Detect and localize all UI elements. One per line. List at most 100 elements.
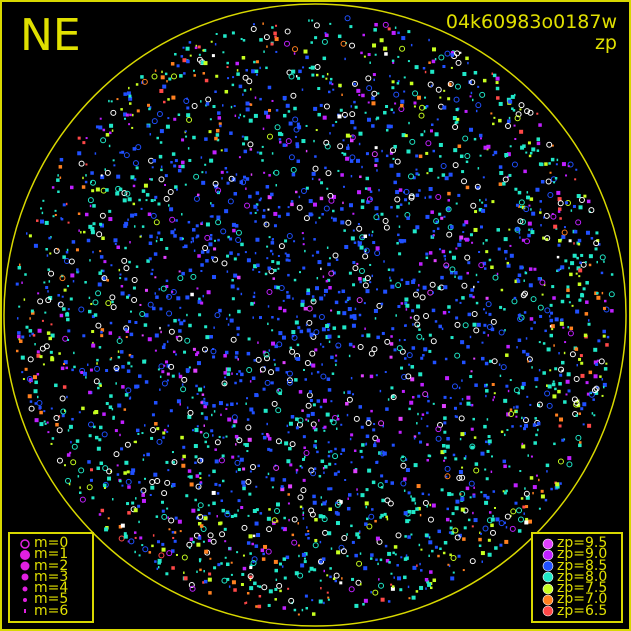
star-point [166,372,170,376]
star-point [357,243,362,247]
star-point [389,151,393,155]
star-point [425,256,429,260]
star-point [341,289,346,294]
star-point [243,149,248,154]
star-point [491,455,494,458]
star-point [485,389,489,393]
star-point [394,158,401,165]
star-point [142,546,149,553]
star-point [520,145,525,150]
star-point [96,446,101,451]
star-point [389,276,391,280]
star-point [245,601,248,604]
star-point [441,327,444,331]
star-point [509,145,512,148]
star-point [384,479,388,483]
star-point [517,338,522,343]
star-point [166,550,173,557]
star-point [515,111,522,118]
star-point [567,161,574,168]
star-point [532,423,537,427]
star-point [423,106,427,110]
star-point [312,202,317,207]
star-point [119,479,122,483]
star-point [396,564,399,567]
star-point [400,278,404,282]
star-point [546,402,553,409]
star-point [320,496,323,499]
star-point [410,377,415,382]
star-point [553,442,556,446]
star-point [479,91,486,98]
star-point [275,24,278,27]
star-point [474,462,479,466]
star-point [593,374,598,379]
star-point [257,604,262,609]
star-point [59,157,64,162]
star-point [389,163,394,168]
star-point [569,272,573,277]
star-point [405,280,410,285]
magnitude-legend-item: m=4 [16,581,86,595]
zp-legend-item: zp=7.0 [539,592,615,607]
star-point [99,212,106,219]
star-point [299,271,302,274]
star-point [227,417,232,422]
star-point [255,191,260,195]
star-point [34,343,36,346]
star-point [346,396,353,403]
star-point [204,401,209,406]
star-point [178,374,183,379]
star-point [486,517,493,524]
star-point [314,36,318,40]
star-point [306,291,311,296]
star-point [510,508,517,515]
star-point [140,490,143,493]
star-point [47,431,50,434]
star-point [200,301,204,305]
star-point [471,241,474,244]
star-point [308,66,311,69]
star-point [559,373,563,377]
star-point [158,154,163,159]
star-point [308,212,313,217]
star-point [168,328,175,335]
star-point [519,425,522,428]
star-point [500,364,507,371]
star-point [117,350,120,353]
star-point [232,228,236,233]
star-point [407,509,412,514]
star-point [134,536,137,539]
star-point [307,532,310,535]
star-point [277,388,280,392]
star-point [389,355,393,359]
star-point [176,296,181,301]
star-point [328,340,331,343]
star-point [211,413,213,417]
star-point [599,375,602,378]
star-point [328,257,331,260]
star-point [109,131,112,135]
star-point [193,74,197,77]
star-point [173,531,177,534]
star-point [321,363,323,366]
star-point [454,457,458,461]
star-point [608,291,615,298]
star-point [348,342,353,347]
star-point [384,544,388,548]
star-point [407,491,411,495]
star-point [140,207,143,210]
star-point [393,576,395,579]
star-point [577,242,581,246]
star-point [578,412,582,415]
star-point [335,427,338,430]
star-point [488,511,492,514]
star-point [251,556,258,563]
star-point [304,378,307,381]
star-point [259,197,262,200]
star-point [178,270,181,273]
star-point [473,436,477,439]
star-point [200,481,203,484]
direction-label: NE [20,10,81,61]
star-point [354,307,357,311]
